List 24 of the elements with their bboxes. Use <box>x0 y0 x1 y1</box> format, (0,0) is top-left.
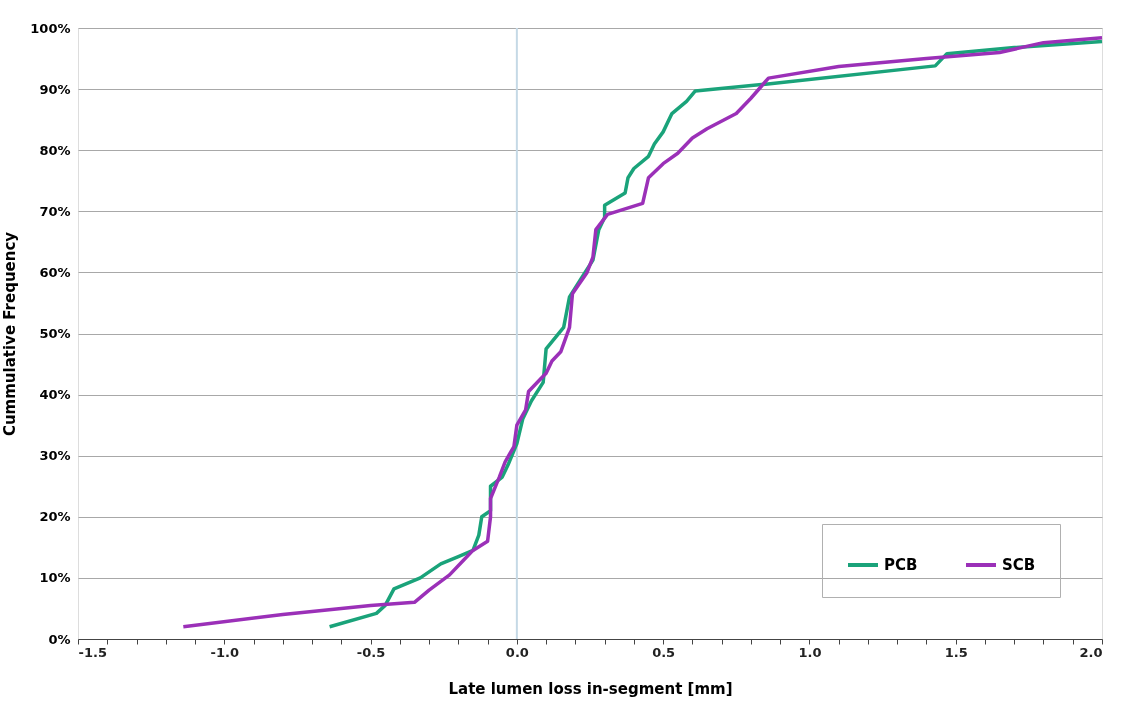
x-axis-title: Late lumen loss in-segment [mm] <box>448 679 733 698</box>
x-tick-label: -1.0 <box>210 644 239 660</box>
x-tick-label: 0.0 <box>505 644 529 660</box>
x-tick-label: 2.0 <box>1079 644 1103 660</box>
x-tick-label: 0.5 <box>652 644 676 660</box>
y-tick-label: 80% <box>39 142 71 158</box>
line-series <box>181 36 1104 629</box>
y-tick-label: 10% <box>39 570 71 586</box>
y-tick-label: 90% <box>39 81 71 97</box>
legend-label: SCB <box>1002 556 1036 574</box>
x-tick-label: -0.5 <box>356 644 386 660</box>
y-tick-label: 50% <box>39 326 71 341</box>
y-tick-label: 70% <box>39 203 71 219</box>
y-tick-label: 30% <box>39 448 71 464</box>
y-tick-label: 20% <box>39 509 71 525</box>
y-tick-label: 60% <box>39 264 71 280</box>
legend-label: PCB <box>884 556 918 574</box>
y-tick-label: 100% <box>30 20 71 36</box>
y-axis-title: Cummulative Frequency <box>1 231 20 437</box>
x-tick-label: -1.5 <box>78 644 107 660</box>
x-tick-label: 1.5 <box>944 644 968 660</box>
y-tick-label: 0% <box>48 631 71 647</box>
x-tick-label: 1.0 <box>798 644 822 660</box>
y-tick-label: 40% <box>39 387 71 403</box>
